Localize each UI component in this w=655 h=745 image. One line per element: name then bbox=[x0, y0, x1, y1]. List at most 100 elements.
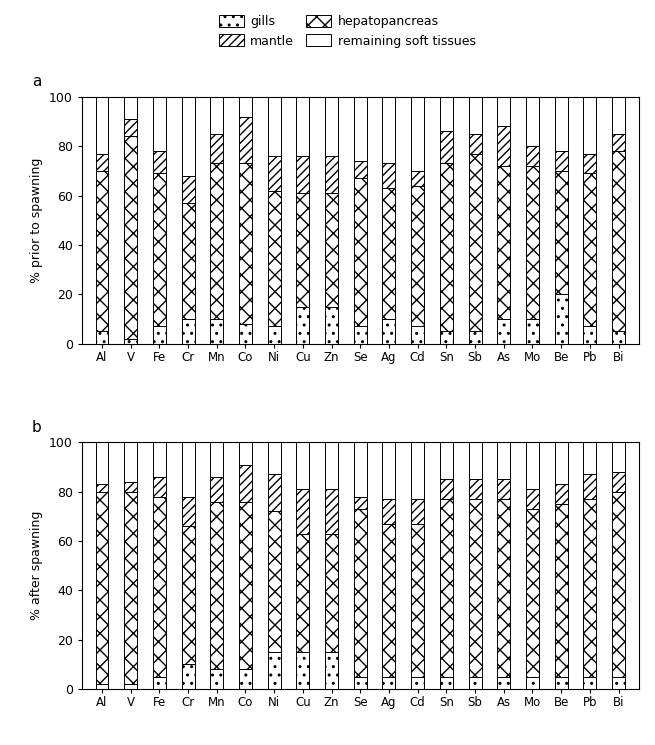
Bar bbox=[440, 676, 453, 689]
Bar bbox=[153, 477, 166, 497]
Bar bbox=[383, 97, 396, 163]
Bar bbox=[497, 319, 510, 343]
Bar bbox=[468, 479, 481, 499]
Bar bbox=[153, 443, 166, 477]
Bar bbox=[297, 156, 309, 193]
Bar bbox=[181, 526, 195, 665]
Bar bbox=[268, 443, 280, 475]
Bar bbox=[325, 489, 338, 533]
Bar bbox=[325, 156, 338, 193]
Bar bbox=[555, 504, 568, 676]
Bar bbox=[612, 676, 625, 689]
Bar bbox=[354, 326, 367, 343]
Bar bbox=[612, 151, 625, 332]
Bar bbox=[497, 443, 510, 479]
Bar bbox=[612, 134, 625, 151]
Bar bbox=[383, 319, 396, 343]
Bar bbox=[96, 153, 109, 171]
Bar bbox=[411, 326, 424, 343]
Bar bbox=[239, 443, 252, 465]
Bar bbox=[239, 116, 252, 163]
Bar bbox=[153, 326, 166, 343]
Bar bbox=[297, 443, 309, 489]
Bar bbox=[555, 171, 568, 294]
Bar bbox=[440, 131, 453, 163]
Bar bbox=[96, 171, 109, 332]
Bar bbox=[440, 479, 453, 499]
Bar bbox=[297, 193, 309, 307]
Bar bbox=[354, 97, 367, 161]
Bar bbox=[325, 97, 338, 156]
Bar bbox=[210, 501, 223, 670]
Bar bbox=[584, 499, 596, 676]
Bar bbox=[497, 166, 510, 319]
Bar bbox=[584, 326, 596, 343]
Bar bbox=[96, 684, 109, 689]
Bar bbox=[440, 443, 453, 479]
Bar bbox=[268, 512, 280, 652]
Bar bbox=[440, 163, 453, 332]
Bar bbox=[210, 670, 223, 689]
Bar bbox=[96, 332, 109, 343]
Bar bbox=[468, 676, 481, 689]
Bar bbox=[153, 151, 166, 174]
Bar bbox=[555, 294, 568, 343]
Bar bbox=[181, 97, 195, 176]
Bar bbox=[239, 163, 252, 324]
Bar bbox=[468, 97, 481, 134]
Bar bbox=[210, 443, 223, 477]
Bar bbox=[497, 499, 510, 676]
Bar bbox=[181, 176, 195, 203]
Bar bbox=[411, 186, 424, 326]
Bar bbox=[526, 166, 539, 319]
Bar bbox=[526, 489, 539, 509]
Bar bbox=[526, 97, 539, 146]
Bar bbox=[612, 472, 625, 492]
Bar bbox=[383, 443, 396, 499]
Y-axis label: % after spawning: % after spawning bbox=[30, 511, 43, 621]
Bar bbox=[440, 499, 453, 676]
Bar bbox=[555, 443, 568, 484]
Bar bbox=[210, 163, 223, 319]
Bar bbox=[354, 178, 367, 326]
Bar bbox=[526, 146, 539, 166]
Bar bbox=[612, 332, 625, 343]
Bar bbox=[411, 97, 424, 171]
Bar bbox=[181, 203, 195, 319]
Bar bbox=[555, 676, 568, 689]
Bar bbox=[354, 497, 367, 509]
Bar bbox=[383, 524, 396, 676]
Bar bbox=[239, 324, 252, 343]
Bar bbox=[325, 533, 338, 652]
Bar bbox=[354, 443, 367, 497]
Bar bbox=[555, 151, 568, 171]
Legend: gills, mantle, hepatopancreas, remaining soft tissues: gills, mantle, hepatopancreas, remaining… bbox=[214, 10, 481, 53]
Bar bbox=[297, 652, 309, 689]
Bar bbox=[96, 492, 109, 684]
Bar bbox=[297, 307, 309, 343]
Bar bbox=[124, 97, 137, 119]
Bar bbox=[468, 443, 481, 479]
Bar bbox=[268, 652, 280, 689]
Bar bbox=[325, 443, 338, 489]
Bar bbox=[555, 97, 568, 151]
Bar bbox=[181, 665, 195, 689]
Bar bbox=[124, 684, 137, 689]
Bar bbox=[584, 443, 596, 475]
Bar bbox=[181, 443, 195, 497]
Bar bbox=[526, 509, 539, 676]
Bar bbox=[468, 153, 481, 332]
Bar bbox=[555, 484, 568, 504]
Bar bbox=[612, 97, 625, 134]
Text: a: a bbox=[32, 74, 41, 89]
Bar bbox=[584, 174, 596, 326]
Bar bbox=[468, 499, 481, 676]
Bar bbox=[584, 475, 596, 499]
Bar bbox=[297, 97, 309, 156]
Bar bbox=[153, 497, 166, 676]
Y-axis label: % prior to spawning: % prior to spawning bbox=[30, 157, 43, 283]
Bar bbox=[411, 524, 424, 676]
Bar bbox=[526, 676, 539, 689]
Bar bbox=[411, 499, 424, 524]
Bar bbox=[181, 319, 195, 343]
